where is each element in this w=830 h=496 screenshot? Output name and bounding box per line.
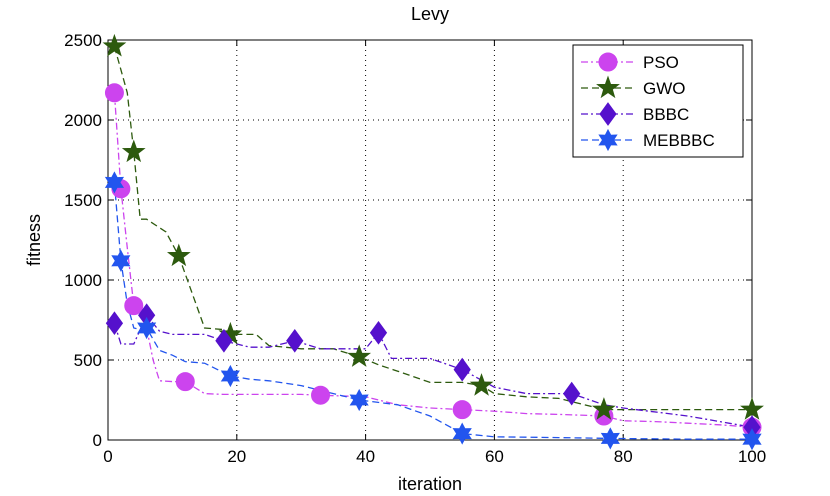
x-tick-label: 0	[103, 447, 112, 466]
y-tick-label: 1000	[64, 271, 102, 290]
pso-marker	[124, 296, 144, 316]
gwo-marker	[102, 33, 127, 57]
bbbc-marker	[105, 311, 124, 336]
gwo-marker	[591, 397, 616, 420]
pso-marker	[311, 385, 331, 405]
legend-marker-pso	[598, 52, 618, 72]
grid-lines	[108, 40, 752, 440]
gwo-marker	[469, 373, 494, 396]
bbbc-marker	[563, 381, 581, 406]
mebbbc-marker	[452, 422, 472, 445]
pso-marker	[452, 400, 472, 420]
series-markers	[102, 33, 764, 451]
mebbbc-marker	[220, 364, 240, 388]
mebbbc-marker	[600, 427, 620, 450]
legend-label-pso: PSO	[643, 53, 679, 72]
legend-label-mebbbc: MEBBBC	[643, 131, 715, 150]
mebbbc-marker	[742, 428, 762, 451]
pso-marker	[104, 83, 124, 103]
x-tick-label: 100	[738, 447, 766, 466]
legend: PSO GWO BBBC MEBBBC	[572, 44, 744, 158]
x-axis-label: iteration	[398, 474, 462, 494]
y-tick-label: 1500	[64, 191, 102, 210]
y-tick-label: 2500	[64, 31, 102, 50]
x-tick-label: 40	[356, 447, 375, 466]
mebbbc-marker	[137, 316, 157, 340]
bbbc-marker	[286, 328, 304, 353]
bbbc-marker	[369, 320, 388, 345]
legend-label-gwo: GWO	[643, 79, 686, 98]
y-tick-label: 2000	[64, 111, 102, 130]
x-tick-label: 80	[614, 447, 633, 466]
mebbbc-marker	[104, 171, 125, 194]
mebbbc-line	[113, 182, 752, 440]
bbbc-marker	[453, 357, 471, 382]
gwo-marker	[740, 397, 764, 420]
x-tick-label: 60	[485, 447, 504, 466]
gwo-marker	[166, 243, 191, 267]
bbbc-marker	[215, 328, 233, 353]
x-tick-label: 20	[227, 447, 246, 466]
mebbbc-marker	[349, 388, 369, 412]
gwo-line	[113, 46, 752, 411]
x-ticks: 0 20 40 60 80 100	[103, 40, 766, 466]
legend-marker-bbbc	[599, 102, 617, 126]
legend-marker-gwo	[596, 75, 620, 99]
legend-label-bbbc: BBBC	[643, 105, 689, 124]
y-ticks: 0 500 1000 1500 2000 2500	[64, 31, 752, 450]
gwo-marker	[347, 344, 372, 367]
plot-frame	[107, 39, 753, 441]
mebbbc-marker	[111, 249, 131, 272]
y-axis-label: fitness	[24, 214, 44, 266]
chart-title: Levy	[411, 4, 449, 24]
pso-marker	[175, 372, 195, 392]
gwo-marker	[121, 139, 146, 163]
bbbc-line	[113, 313, 753, 428]
legend-marker-mebbbc	[598, 128, 618, 152]
y-tick-label: 500	[74, 351, 102, 370]
y-tick-label: 0	[93, 431, 102, 450]
